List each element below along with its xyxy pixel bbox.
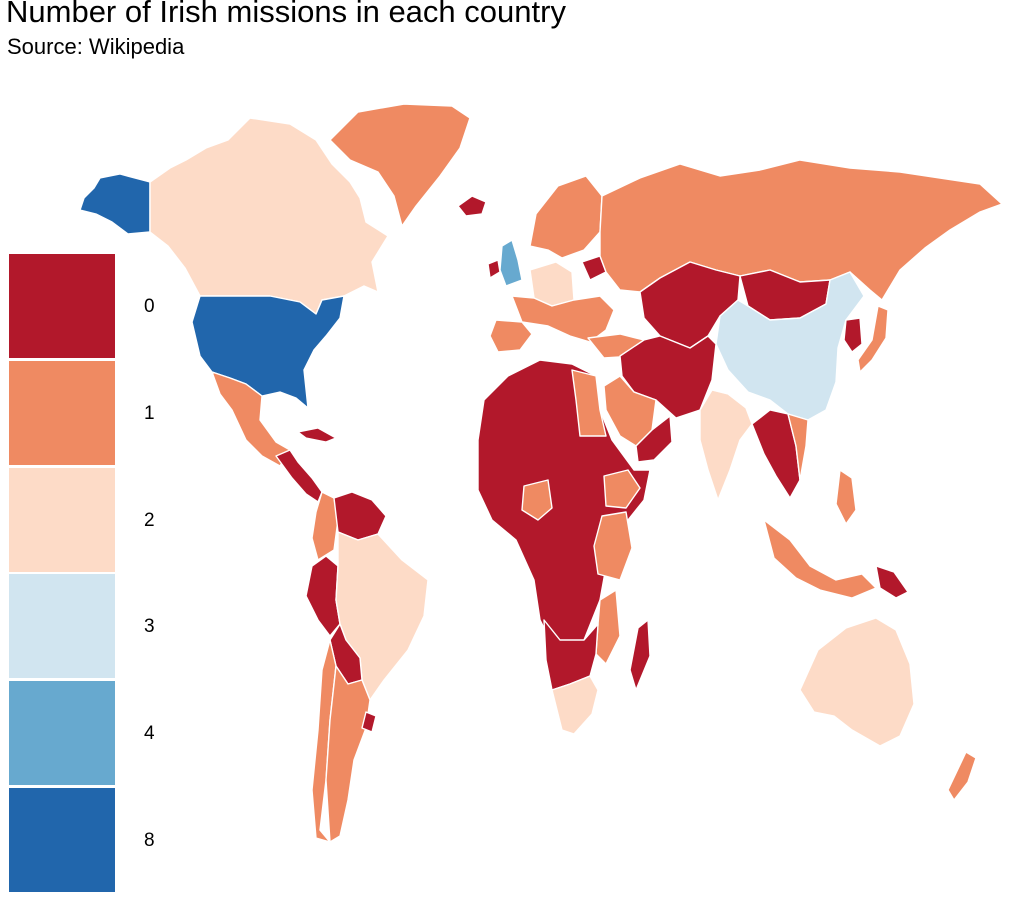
- legend-swatch: [9, 360, 115, 465]
- legend-swatch: [9, 574, 115, 679]
- region-new-zealand: [947, 751, 977, 801]
- legend-label: 8: [144, 829, 155, 851]
- region-uruguay: [361, 711, 377, 733]
- chart-subtitle: Source: Wikipedia: [7, 34, 185, 59]
- legend-item: 4: [9, 681, 209, 788]
- legend-item: 3: [9, 574, 209, 681]
- chart-title: Number of Irish missions in each country: [6, 0, 566, 29]
- legend-swatch: [9, 787, 115, 892]
- region-peru: [305, 555, 341, 637]
- region-united-kingdom: [499, 239, 523, 287]
- legend-label: 2: [144, 509, 155, 531]
- region-egypt: [571, 369, 607, 437]
- region-kenya-tanzania: [593, 511, 633, 581]
- region-india: [699, 389, 753, 501]
- region-united-states: [191, 295, 345, 409]
- legend-item: 1: [9, 360, 209, 468]
- region-iceland: [457, 195, 487, 217]
- legend-label: 1: [144, 402, 155, 424]
- region-nigeria: [521, 479, 553, 521]
- region-south-africa: [551, 675, 599, 735]
- legend-swatch: [9, 254, 115, 358]
- region-japan: [857, 305, 889, 373]
- region-southern-africa: [543, 619, 599, 691]
- region-mozambique: [595, 589, 621, 665]
- region-alaska: [79, 173, 151, 235]
- region-yemen-oman: [635, 415, 673, 463]
- legend-swatch: [9, 467, 115, 572]
- region-argentina: [325, 665, 371, 843]
- legend-item: 0: [9, 254, 209, 361]
- region-vietnam: [787, 413, 809, 481]
- region-papua-new-guinea: [875, 565, 909, 599]
- region-philippines: [835, 469, 857, 525]
- region-madagascar: [629, 619, 651, 691]
- region-indonesia: [763, 519, 877, 599]
- legend-label: 4: [144, 723, 155, 745]
- region-iberia: [489, 319, 533, 353]
- region-australia: [799, 617, 915, 747]
- region-ireland: [487, 259, 501, 279]
- legend-item: 8: [9, 787, 209, 895]
- legend: 0 1 2 3 4 8: [9, 254, 209, 895]
- legend-item: 2: [9, 467, 209, 575]
- region-greenland: [329, 103, 471, 227]
- region-china: [715, 271, 865, 421]
- region-ethiopia: [603, 469, 641, 509]
- legend-swatch: [9, 681, 115, 786]
- region-scandinavia: [529, 175, 603, 259]
- legend-label: 0: [144, 296, 155, 317]
- region-western-europe: [511, 295, 615, 343]
- region-korea: [843, 317, 863, 353]
- region-cuba: [297, 427, 337, 443]
- region-central-america: [275, 449, 323, 503]
- region-brazil: [335, 531, 429, 701]
- legend-label: 3: [144, 616, 155, 638]
